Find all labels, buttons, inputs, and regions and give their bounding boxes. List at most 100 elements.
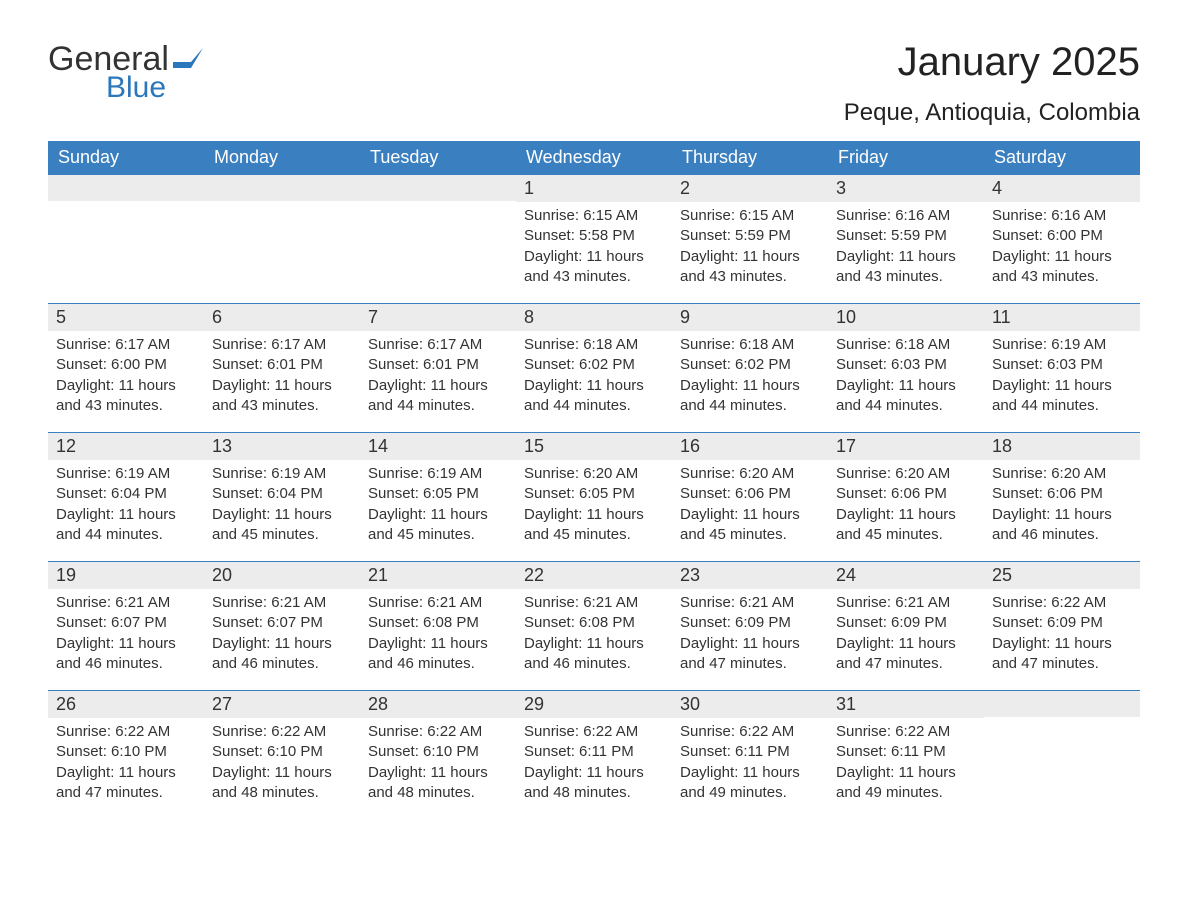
day-details: Sunrise: 6:21 AMSunset: 6:09 PMDaylight:… xyxy=(828,589,984,682)
daylight-text-2: and 47 minutes. xyxy=(992,654,1132,674)
day-number-strip: 6 xyxy=(204,304,360,331)
daylight-text-2: and 44 minutes. xyxy=(680,396,820,416)
calendar-day-cell: 16Sunrise: 6:20 AMSunset: 6:06 PMDayligh… xyxy=(672,433,828,561)
day-number-strip: 14 xyxy=(360,433,516,460)
sunrise-text: Sunrise: 6:16 AM xyxy=(836,206,976,226)
sunset-text: Sunset: 5:59 PM xyxy=(836,226,976,246)
day-number: 23 xyxy=(680,565,700,585)
day-number-strip: 24 xyxy=(828,562,984,589)
daylight-text-2: and 44 minutes. xyxy=(56,525,196,545)
daylight-text-1: Daylight: 11 hours xyxy=(368,505,508,525)
daylight-text-2: and 45 minutes. xyxy=(368,525,508,545)
title-block: January 2025 Peque, Antioquia, Colombia xyxy=(844,40,1140,133)
sunset-text: Sunset: 6:00 PM xyxy=(992,226,1132,246)
day-details: Sunrise: 6:16 AMSunset: 5:59 PMDaylight:… xyxy=(828,202,984,295)
daylight-text-1: Daylight: 11 hours xyxy=(992,634,1132,654)
calendar-day-cell: 2 Sunrise: 6:15 AMSunset: 5:59 PMDaylight… xyxy=(672,175,828,303)
logo: General Blue xyxy=(48,40,203,105)
calendar-day-cell: 29Sunrise: 6:22 AMSunset: 6:11 PMDayligh… xyxy=(516,691,672,819)
day-number: 2 xyxy=(680,178,690,198)
day-details: Sunrise: 6:21 AMSunset: 6:07 PMDaylight:… xyxy=(204,589,360,682)
sunset-text: Sunset: 6:06 PM xyxy=(680,484,820,504)
calendar-day-cell xyxy=(360,175,516,303)
day-number: 25 xyxy=(992,565,1012,585)
day-details: Sunrise: 6:15 AMSunset: 5:59 PMDaylight:… xyxy=(672,202,828,295)
day-number-strip: 2 xyxy=(672,175,828,202)
calendar-day-cell: 7Sunrise: 6:17 AMSunset: 6:01 PMDaylight… xyxy=(360,304,516,432)
logo-text-blue: Blue xyxy=(106,71,166,105)
day-details: Sunrise: 6:22 AMSunset: 6:11 PMDaylight:… xyxy=(828,718,984,811)
daylight-text-1: Daylight: 11 hours xyxy=(524,634,664,654)
calendar-week-row: 19Sunrise: 6:21 AMSunset: 6:07 PMDayligh… xyxy=(48,561,1140,690)
day-number: 16 xyxy=(680,436,700,456)
sunset-text: Sunset: 6:10 PM xyxy=(212,742,352,762)
calendar-week-row: 12 Sunrise: 6:19 AMSunset: 6:04 PMDayligh… xyxy=(48,432,1140,561)
sunset-text: Sunset: 6:03 PM xyxy=(836,355,976,375)
daylight-text-1: Daylight: 11 hours xyxy=(992,247,1132,267)
day-number-strip: 1 xyxy=(516,175,672,202)
sunset-text: Sunset: 6:06 PM xyxy=(992,484,1132,504)
sunset-text: Sunset: 6:09 PM xyxy=(992,613,1132,633)
day-number-strip: 5 xyxy=(48,304,204,331)
sunrise-text: Sunrise: 6:16 AM xyxy=(992,206,1132,226)
calendar-day-cell: 15Sunrise: 6:20 AMSunset: 6:05 PMDayligh… xyxy=(516,433,672,561)
sunset-text: Sunset: 5:58 PM xyxy=(524,226,664,246)
sunrise-text: Sunrise: 6:15 AM xyxy=(524,206,664,226)
sunset-text: Sunset: 6:06 PM xyxy=(836,484,976,504)
day-number: 22 xyxy=(524,565,544,585)
sunrise-text: Sunrise: 6:22 AM xyxy=(680,722,820,742)
sunrise-text: Sunrise: 6:20 AM xyxy=(992,464,1132,484)
sunset-text: Sunset: 6:11 PM xyxy=(836,742,976,762)
day-details: Sunrise: 6:19 AMSunset: 6:04 PMDaylight:… xyxy=(204,460,360,553)
sunrise-text: Sunrise: 6:22 AM xyxy=(212,722,352,742)
sunrise-text: Sunrise: 6:21 AM xyxy=(836,593,976,613)
day-number-strip: 16 xyxy=(672,433,828,460)
day-details: Sunrise: 6:18 AMSunset: 6:03 PMDaylight:… xyxy=(828,331,984,424)
calendar-day-cell xyxy=(984,691,1140,819)
daylight-text-1: Daylight: 11 hours xyxy=(212,505,352,525)
day-number-strip: 27 xyxy=(204,691,360,718)
daylight-text-1: Daylight: 11 hours xyxy=(680,376,820,396)
daylight-text-2: and 47 minutes. xyxy=(836,654,976,674)
daylight-text-1: Daylight: 11 hours xyxy=(836,763,976,783)
day-details: Sunrise: 6:22 AMSunset: 6:11 PMDaylight:… xyxy=(516,718,672,811)
daylight-text-1: Daylight: 11 hours xyxy=(680,763,820,783)
sunrise-text: Sunrise: 6:18 AM xyxy=(524,335,664,355)
day-number: 6 xyxy=(212,307,222,327)
sunset-text: Sunset: 6:10 PM xyxy=(368,742,508,762)
sunset-text: Sunset: 6:07 PM xyxy=(212,613,352,633)
daylight-text-2: and 49 minutes. xyxy=(836,783,976,803)
daylight-text-2: and 47 minutes. xyxy=(680,654,820,674)
calendar-day-cell: 19Sunrise: 6:21 AMSunset: 6:07 PMDayligh… xyxy=(48,562,204,690)
daylight-text-1: Daylight: 11 hours xyxy=(212,634,352,654)
daylight-text-1: Daylight: 11 hours xyxy=(212,376,352,396)
daylight-text-2: and 46 minutes. xyxy=(212,654,352,674)
day-number-strip: 22 xyxy=(516,562,672,589)
sunset-text: Sunset: 6:01 PM xyxy=(212,355,352,375)
daylight-text-1: Daylight: 11 hours xyxy=(368,376,508,396)
daylight-text-2: and 45 minutes. xyxy=(212,525,352,545)
day-number: 12 xyxy=(56,436,76,456)
page-header: General Blue January 2025 Peque, Antioqu… xyxy=(48,40,1140,133)
calendar-week-row: 26Sunrise: 6:22 AMSunset: 6:10 PMDayligh… xyxy=(48,690,1140,819)
daylight-text-2: and 46 minutes. xyxy=(992,525,1132,545)
day-details: Sunrise: 6:20 AMSunset: 6:05 PMDaylight:… xyxy=(516,460,672,553)
calendar-day-cell xyxy=(48,175,204,303)
daylight-text-2: and 49 minutes. xyxy=(680,783,820,803)
day-number-strip: 19 xyxy=(48,562,204,589)
calendar-day-cell: 23Sunrise: 6:21 AMSunset: 6:09 PMDayligh… xyxy=(672,562,828,690)
sunrise-text: Sunrise: 6:22 AM xyxy=(992,593,1132,613)
day-number: 5 xyxy=(56,307,66,327)
day-number: 27 xyxy=(212,694,232,714)
daylight-text-2: and 43 minutes. xyxy=(836,267,976,287)
calendar-grid: SundayMondayTuesdayWednesdayThursdayFrid… xyxy=(48,141,1140,819)
sunrise-text: Sunrise: 6:20 AM xyxy=(680,464,820,484)
sunrise-text: Sunrise: 6:19 AM xyxy=(56,464,196,484)
day-number-strip: 3 xyxy=(828,175,984,202)
sunrise-text: Sunrise: 6:19 AM xyxy=(368,464,508,484)
sunset-text: Sunset: 6:10 PM xyxy=(56,742,196,762)
calendar-page: General Blue January 2025 Peque, Antioqu… xyxy=(0,0,1188,859)
daylight-text-2: and 44 minutes. xyxy=(524,396,664,416)
day-number: 30 xyxy=(680,694,700,714)
sunrise-text: Sunrise: 6:21 AM xyxy=(680,593,820,613)
